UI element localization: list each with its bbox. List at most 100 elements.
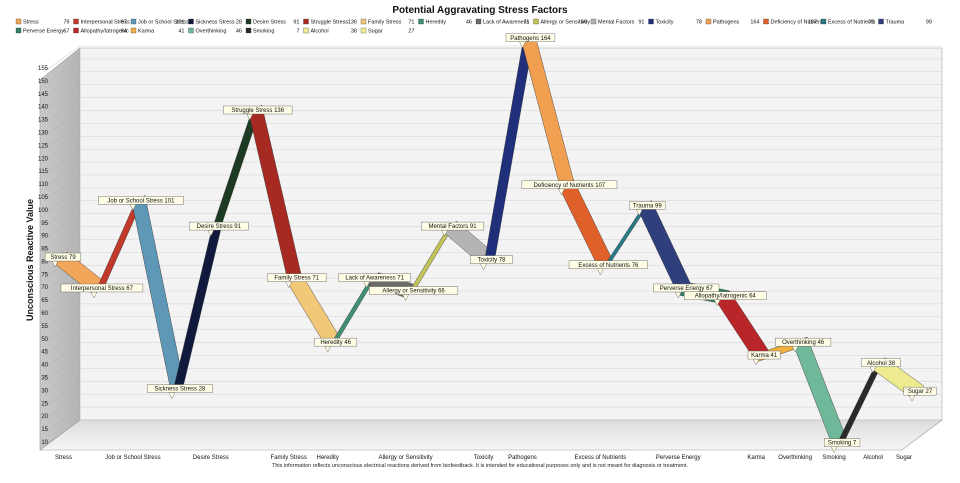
legend-item: Sickness Stress 28 (188, 18, 242, 26)
legend-swatch (15, 27, 22, 34)
y-tick-label: 45 (41, 350, 48, 356)
data-label: Sugar 27 (903, 386, 937, 402)
legend-value: 67 (121, 20, 127, 26)
data-label-text: Pathogens 164 (510, 36, 551, 42)
legend-swatch (188, 18, 194, 25)
legend-item: Mental Factors 91 (590, 18, 645, 26)
y-tick-label: 30 (41, 388, 48, 394)
y-tick-label: 15 (41, 427, 48, 433)
data-label-text: Lack of Awareness 71 (345, 276, 404, 282)
legend-swatch (360, 18, 367, 25)
y-tick-label: 115 (38, 169, 48, 175)
legend-swatch (418, 18, 424, 25)
data-label-box (903, 386, 937, 396)
data-label-text: Sugar 27 (908, 389, 933, 395)
legend-value: 66 (581, 20, 587, 26)
y-tick-label: 150 (38, 79, 49, 85)
data-label: Sickness Stress 28 (146, 384, 213, 400)
legend-item: Overthinking 46 (188, 27, 242, 35)
data-label: Job or School Stress 101 (98, 196, 184, 211)
y-tick-label: 70 (41, 285, 48, 291)
data-label-text: Allopathy/Iatrogenic 64 (695, 294, 757, 300)
legend-value: 164 (750, 20, 759, 26)
legend-label: Pathogens (713, 20, 740, 26)
data-label-box (421, 221, 484, 231)
y-tick-label: 90 (41, 234, 48, 240)
legend-value: 41 (178, 29, 184, 35)
legend-label: Job or School Stress (138, 20, 189, 26)
legend-value: 67 (63, 29, 69, 35)
wall-grid-line (43, 329, 81, 356)
y-tick-label: 135 (38, 118, 49, 124)
y-tick-label: 55 (41, 324, 48, 330)
legend-value: 79 (63, 20, 69, 26)
y-tick-label: 105 (38, 195, 49, 201)
data-label-box (505, 33, 556, 42)
legend-swatch (130, 27, 137, 34)
legend-item: Family Stress 71 (360, 18, 415, 26)
x-tick-label: Toxicity (474, 455, 494, 461)
y-tick-label: 10 (41, 440, 48, 446)
legend-item: Stress 79 (15, 18, 70, 26)
wall-grid-line (43, 303, 81, 331)
y-axis: 10 15 20 25 30 35 40 45 50 55 60 65 70 75 80 85 90 95 100 1… (38, 66, 49, 446)
legend-value: 78 (696, 20, 702, 26)
legend-value: 76 (868, 20, 874, 26)
data-label-box (629, 201, 666, 210)
data-label-box (338, 273, 411, 282)
wall-grid-line (43, 200, 81, 227)
x-tick-label: Sugar (896, 455, 912, 461)
y-tick-label: 40 (41, 363, 48, 369)
data-label-text: Smoking 7 (828, 441, 857, 447)
wall-grid-line (43, 84, 81, 111)
y-tick-label: 110 (38, 182, 48, 188)
wall-grid-line (43, 110, 81, 137)
legend-value: 91 (638, 20, 644, 26)
x-tick-label: Job or School Stress (105, 455, 160, 461)
wall-grid-line (43, 97, 81, 124)
y-tick-label: 100 (38, 208, 49, 214)
x-tick-label: Family Stress (271, 455, 307, 461)
y-tick-label: 50 (41, 337, 48, 343)
data-label-text: Struggle Stress 136 (231, 108, 284, 114)
legend-item: Karma 41 (130, 27, 185, 35)
legend-label: Excess of Nutrients (828, 20, 876, 26)
legend-swatch (360, 27, 367, 34)
legend-label: Struggle Stress (311, 20, 349, 26)
data-label: Alcohol 38 (861, 358, 901, 374)
y-tick-label: 155 (38, 66, 49, 72)
x-tick-label: Stress (55, 455, 72, 461)
data-label: Pathogens 164 (505, 33, 556, 49)
data-label: Desire Stress 91 (189, 221, 249, 237)
y-tick-label: 25 (41, 401, 48, 407)
data-label-box (824, 438, 861, 447)
ribbon-series (54, 32, 925, 450)
legend-label: Mental Factors (598, 20, 635, 26)
legend-swatch (533, 18, 539, 25)
legend-item: Struggle Stress 136 (303, 18, 357, 26)
data-label: Trauma 99 (629, 201, 666, 216)
wall-grid-line (43, 161, 81, 189)
x-tick-label: Desire Stress (193, 455, 229, 461)
legend-label: Overthinking (196, 29, 227, 35)
wall-grid-line (43, 213, 81, 240)
wall-grid-line (43, 406, 81, 434)
data-label-box (521, 180, 618, 190)
legend-swatch (130, 18, 137, 25)
data-label: Karma 41 (747, 350, 781, 366)
y-tick-label: 20 (41, 414, 48, 420)
chart-title: Potential Aggravating Stress Factors (392, 5, 568, 16)
wall-grid-line (43, 316, 81, 343)
legend-value: 38 (351, 29, 357, 35)
data-label: Interpersonal Stress 67 (60, 283, 144, 299)
data-label: Excess of Nutrients 76 (568, 260, 648, 276)
legend-value: 107 (808, 20, 817, 26)
legend-value: 99 (926, 20, 932, 26)
wall-grid-line (43, 290, 81, 318)
x-tick-label: Alcohol (863, 455, 883, 461)
data-label-text: Family Stress 71 (274, 276, 319, 282)
data-label-box (314, 337, 358, 347)
